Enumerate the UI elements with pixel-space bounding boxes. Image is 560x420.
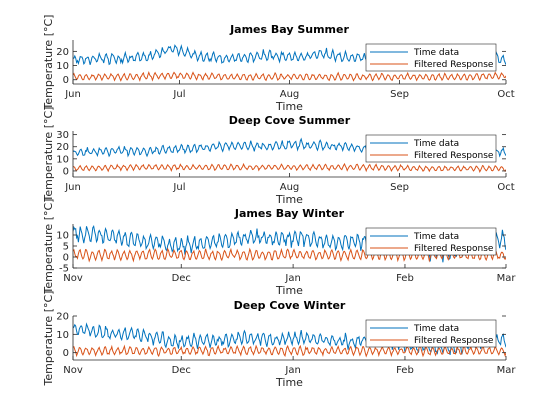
legend-entry: Filtered Response: [414, 60, 494, 70]
y-axis-label: Temperature [°C]: [42, 291, 55, 387]
x-tick-label: Nov: [63, 273, 83, 284]
series-line-filtered-response: [73, 162, 506, 174]
legend-box: [365, 134, 497, 163]
y-axis-label: Temperature [°C]: [42, 107, 55, 203]
x-tick-label: Sep: [390, 182, 409, 193]
y-tick-label: 10: [56, 154, 69, 165]
subplot-title: Deep Cove Winter: [234, 299, 346, 312]
subplot-title: James Bay Summer: [229, 23, 349, 36]
x-tick-label: Jul: [172, 182, 185, 193]
x-tick-label: Jun: [64, 89, 81, 100]
x-axis-label: Time: [275, 100, 303, 113]
x-tick-label: Oct: [497, 182, 514, 193]
x-tick-label: Aug: [280, 182, 300, 193]
y-tick-label: 30: [56, 130, 69, 141]
legend-entry: Time data: [413, 232, 459, 242]
y-axis-label: Temperature [°C]: [42, 15, 55, 111]
x-tick-label: Jan: [284, 365, 300, 376]
x-tick-label: Oct: [497, 89, 514, 100]
legend: Time data Filtered Response: [365, 227, 497, 256]
y-tick-label: 10: [56, 330, 69, 341]
y-tick-label: 0: [63, 253, 69, 264]
legend-box: [365, 319, 497, 348]
y-tick-label: 20: [56, 142, 69, 153]
legend-entry: Time data: [413, 324, 459, 334]
y-tick-label: 5: [63, 242, 69, 253]
subplot-4: Deep Cove Winter 0 10 20 Nov Dec Jan Feb Mar Time…: [42, 291, 516, 389]
legend-entry: Time data: [413, 139, 459, 149]
y-tick-label: 20: [56, 47, 69, 58]
legend: Time data Filtered Response: [365, 43, 497, 72]
y-axis-label: Temperature [°C]: [42, 199, 55, 295]
subplot-1: James Bay Summer 0 10 20 Jun Jul Aug Sep Oct Time…: [42, 15, 515, 113]
series-line-filtered-response: [73, 71, 506, 82]
legend-box: [365, 43, 497, 72]
legend: Time data Filtered Response: [365, 319, 497, 348]
x-tick-label: Sep: [390, 89, 409, 100]
y-tick-label: 0: [63, 75, 69, 86]
y-tick-label: 0: [63, 348, 69, 359]
legend-entry: Filtered Response: [414, 244, 494, 254]
y-tick-label: 10: [56, 231, 69, 242]
x-tick-label: Aug: [280, 89, 300, 100]
legend-entry: Filtered Response: [414, 151, 494, 161]
subplot-title: Deep Cove Summer: [229, 114, 351, 127]
x-tick-label: Jan: [284, 273, 300, 284]
x-tick-label: Jul: [172, 89, 185, 100]
legend-entry: Filtered Response: [414, 336, 494, 346]
legend-box: [365, 227, 497, 256]
x-tick-label: Jun: [64, 182, 81, 193]
x-tick-label: Nov: [63, 365, 83, 376]
y-tick-label: 20: [56, 312, 69, 323]
legend: Time data Filtered Response: [365, 134, 497, 163]
x-tick-label: Mar: [497, 365, 517, 376]
y-tick-label: -5: [59, 264, 69, 275]
series-line-filtered-response: [73, 344, 506, 358]
x-tick-label: Feb: [396, 273, 414, 284]
x-tick-label: Dec: [172, 365, 191, 376]
x-tick-label: Dec: [172, 273, 191, 284]
x-axis-label: Time: [275, 193, 303, 206]
x-axis-label: Time: [275, 284, 303, 297]
legend-entry: Time data: [413, 48, 459, 58]
x-axis-label: Time: [275, 376, 303, 389]
y-tick-label: 0: [63, 166, 69, 177]
x-tick-label: Feb: [396, 365, 414, 376]
y-tick-label: 10: [56, 61, 69, 72]
subplot-title: James Bay Winter: [234, 207, 345, 220]
x-tick-label: Mar: [497, 273, 517, 284]
